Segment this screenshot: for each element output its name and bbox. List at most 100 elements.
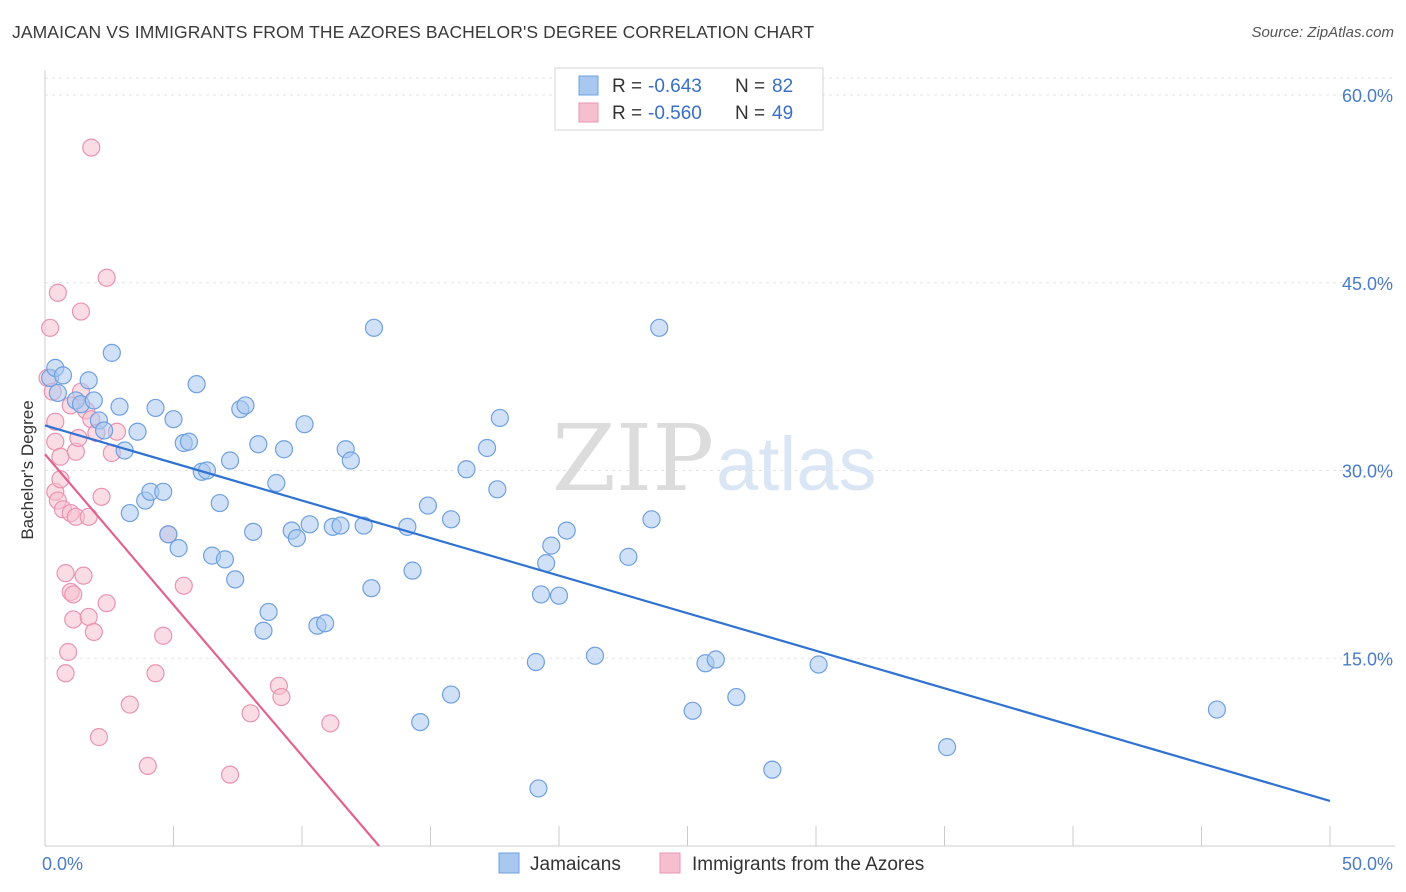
azores-point: [97, 268, 116, 287]
jamaican-point: [254, 621, 273, 640]
jamaican-point: [331, 516, 350, 535]
grid: [45, 77, 1395, 659]
azores-point: [84, 622, 103, 642]
legend-r-label-1: R =: [612, 76, 642, 97]
azores-point: [89, 728, 109, 747]
legend-swatch-azores: [578, 102, 599, 123]
jamaican-point: [457, 460, 476, 479]
azores-point: [146, 664, 165, 683]
jamaican-point: [159, 525, 178, 544]
jamaican-point: [220, 451, 240, 470]
jamaican-point: [477, 438, 497, 458]
trend-lines: [44, 424, 1331, 847]
azores-point: [82, 138, 101, 157]
y-tick-labels: 15.0% 30.0% 45.0% 60.0%: [1342, 86, 1393, 669]
jamaican-point: [179, 432, 199, 451]
jamaican-point: [236, 396, 255, 415]
jamaican-point: [642, 510, 661, 529]
jamaican-point: [210, 493, 229, 513]
legend-r-value-1: -0.643: [648, 76, 702, 97]
azores-point: [71, 302, 91, 321]
jamaican-point: [128, 422, 147, 441]
legend-n-label-2: N =: [735, 103, 765, 124]
watermark-atlas: atlas: [716, 422, 877, 507]
stats-legend: R = -0.643 N = 82 R = -0.560 N = 49: [554, 67, 824, 131]
jamaican-point: [763, 760, 782, 779]
jamaican-point: [441, 510, 461, 529]
jamaican-point: [937, 738, 957, 757]
y-tick-label: 15.0%: [1342, 649, 1393, 669]
azores-point: [74, 566, 93, 585]
jamaican-point: [727, 687, 746, 707]
chart-source: Source: ZipAtlas.com: [1251, 24, 1394, 41]
azores-point: [56, 664, 75, 683]
x-tick-label-max: 50.0%: [1342, 854, 1393, 874]
jamaican-point: [542, 536, 561, 555]
y-tick-label: 45.0%: [1342, 274, 1393, 294]
jamaican-point: [267, 473, 286, 493]
azores-point: [64, 610, 83, 629]
jamaican-point: [215, 550, 234, 569]
jamaican-point: [418, 496, 438, 515]
jamaican-point: [526, 652, 545, 672]
y-tick-label: 30.0%: [1342, 462, 1393, 482]
jamaican-point: [274, 440, 294, 459]
jamaican-point: [364, 318, 384, 337]
azores-point: [56, 564, 75, 583]
bottom-legend-label-azores: Immigrants from the Azores: [692, 854, 924, 875]
jamaican-point: [187, 375, 206, 394]
bottom-legend-swatch-azores: [659, 852, 681, 874]
azores-points: [38, 138, 340, 784]
jamaican-point: [441, 685, 461, 704]
bottom-legend: Jamaicans Immigrants from the Azores: [498, 852, 924, 875]
jamaican-point: [529, 779, 548, 798]
jamaican-point: [403, 561, 422, 580]
bottom-legend-swatch-jamaicans: [498, 852, 520, 874]
jamaican-point: [1207, 700, 1227, 719]
x-tick-marks: [173, 826, 1331, 846]
azores-point: [138, 756, 157, 775]
stats-legend-box: [554, 67, 824, 131]
jamaican-point: [531, 585, 551, 604]
y-axis-label: Bachelor's Degree: [18, 400, 37, 539]
jamaican-point: [549, 586, 569, 605]
legend-n-value-1: 82: [772, 76, 793, 97]
watermark: ZIP atlas: [552, 405, 877, 512]
azores-point: [64, 585, 83, 604]
jamaican-point: [650, 318, 669, 337]
azores-point: [120, 695, 139, 714]
jamaican-point: [244, 522, 263, 541]
azores-point: [48, 283, 67, 302]
jamaican-point: [411, 712, 430, 732]
azores-point: [79, 607, 98, 627]
y-tick-label: 60.0%: [1342, 86, 1393, 106]
jamaican-point: [557, 521, 576, 540]
jamaican-point: [490, 408, 509, 428]
azores-trend-line: [44, 453, 380, 847]
jamaican-point: [164, 410, 183, 429]
jamaican-point: [120, 503, 139, 523]
jamaican-point: [95, 421, 114, 440]
azores-point: [321, 714, 340, 733]
azores-point: [92, 487, 111, 506]
jamaican-point: [809, 655, 828, 674]
azores-point: [272, 687, 291, 707]
azores-point: [174, 576, 193, 595]
jamaican-point: [84, 391, 103, 410]
azores-point: [41, 318, 60, 337]
jamaican-point: [102, 343, 121, 362]
legend-n-label-1: N =: [735, 76, 765, 97]
jamaican-trend-line: [44, 424, 1331, 802]
jamaican-point: [706, 650, 725, 669]
jamaican-point: [619, 547, 638, 566]
azores-point: [46, 412, 65, 431]
jamaican-point: [585, 646, 605, 665]
jamaican-point: [488, 480, 507, 499]
azores-point: [51, 447, 70, 466]
jamaican-point: [53, 366, 73, 385]
jamaican-point: [249, 435, 268, 454]
legend-r-value-2: -0.560: [648, 103, 702, 124]
jamaican-point: [300, 515, 319, 534]
jamaican-point: [259, 602, 278, 622]
